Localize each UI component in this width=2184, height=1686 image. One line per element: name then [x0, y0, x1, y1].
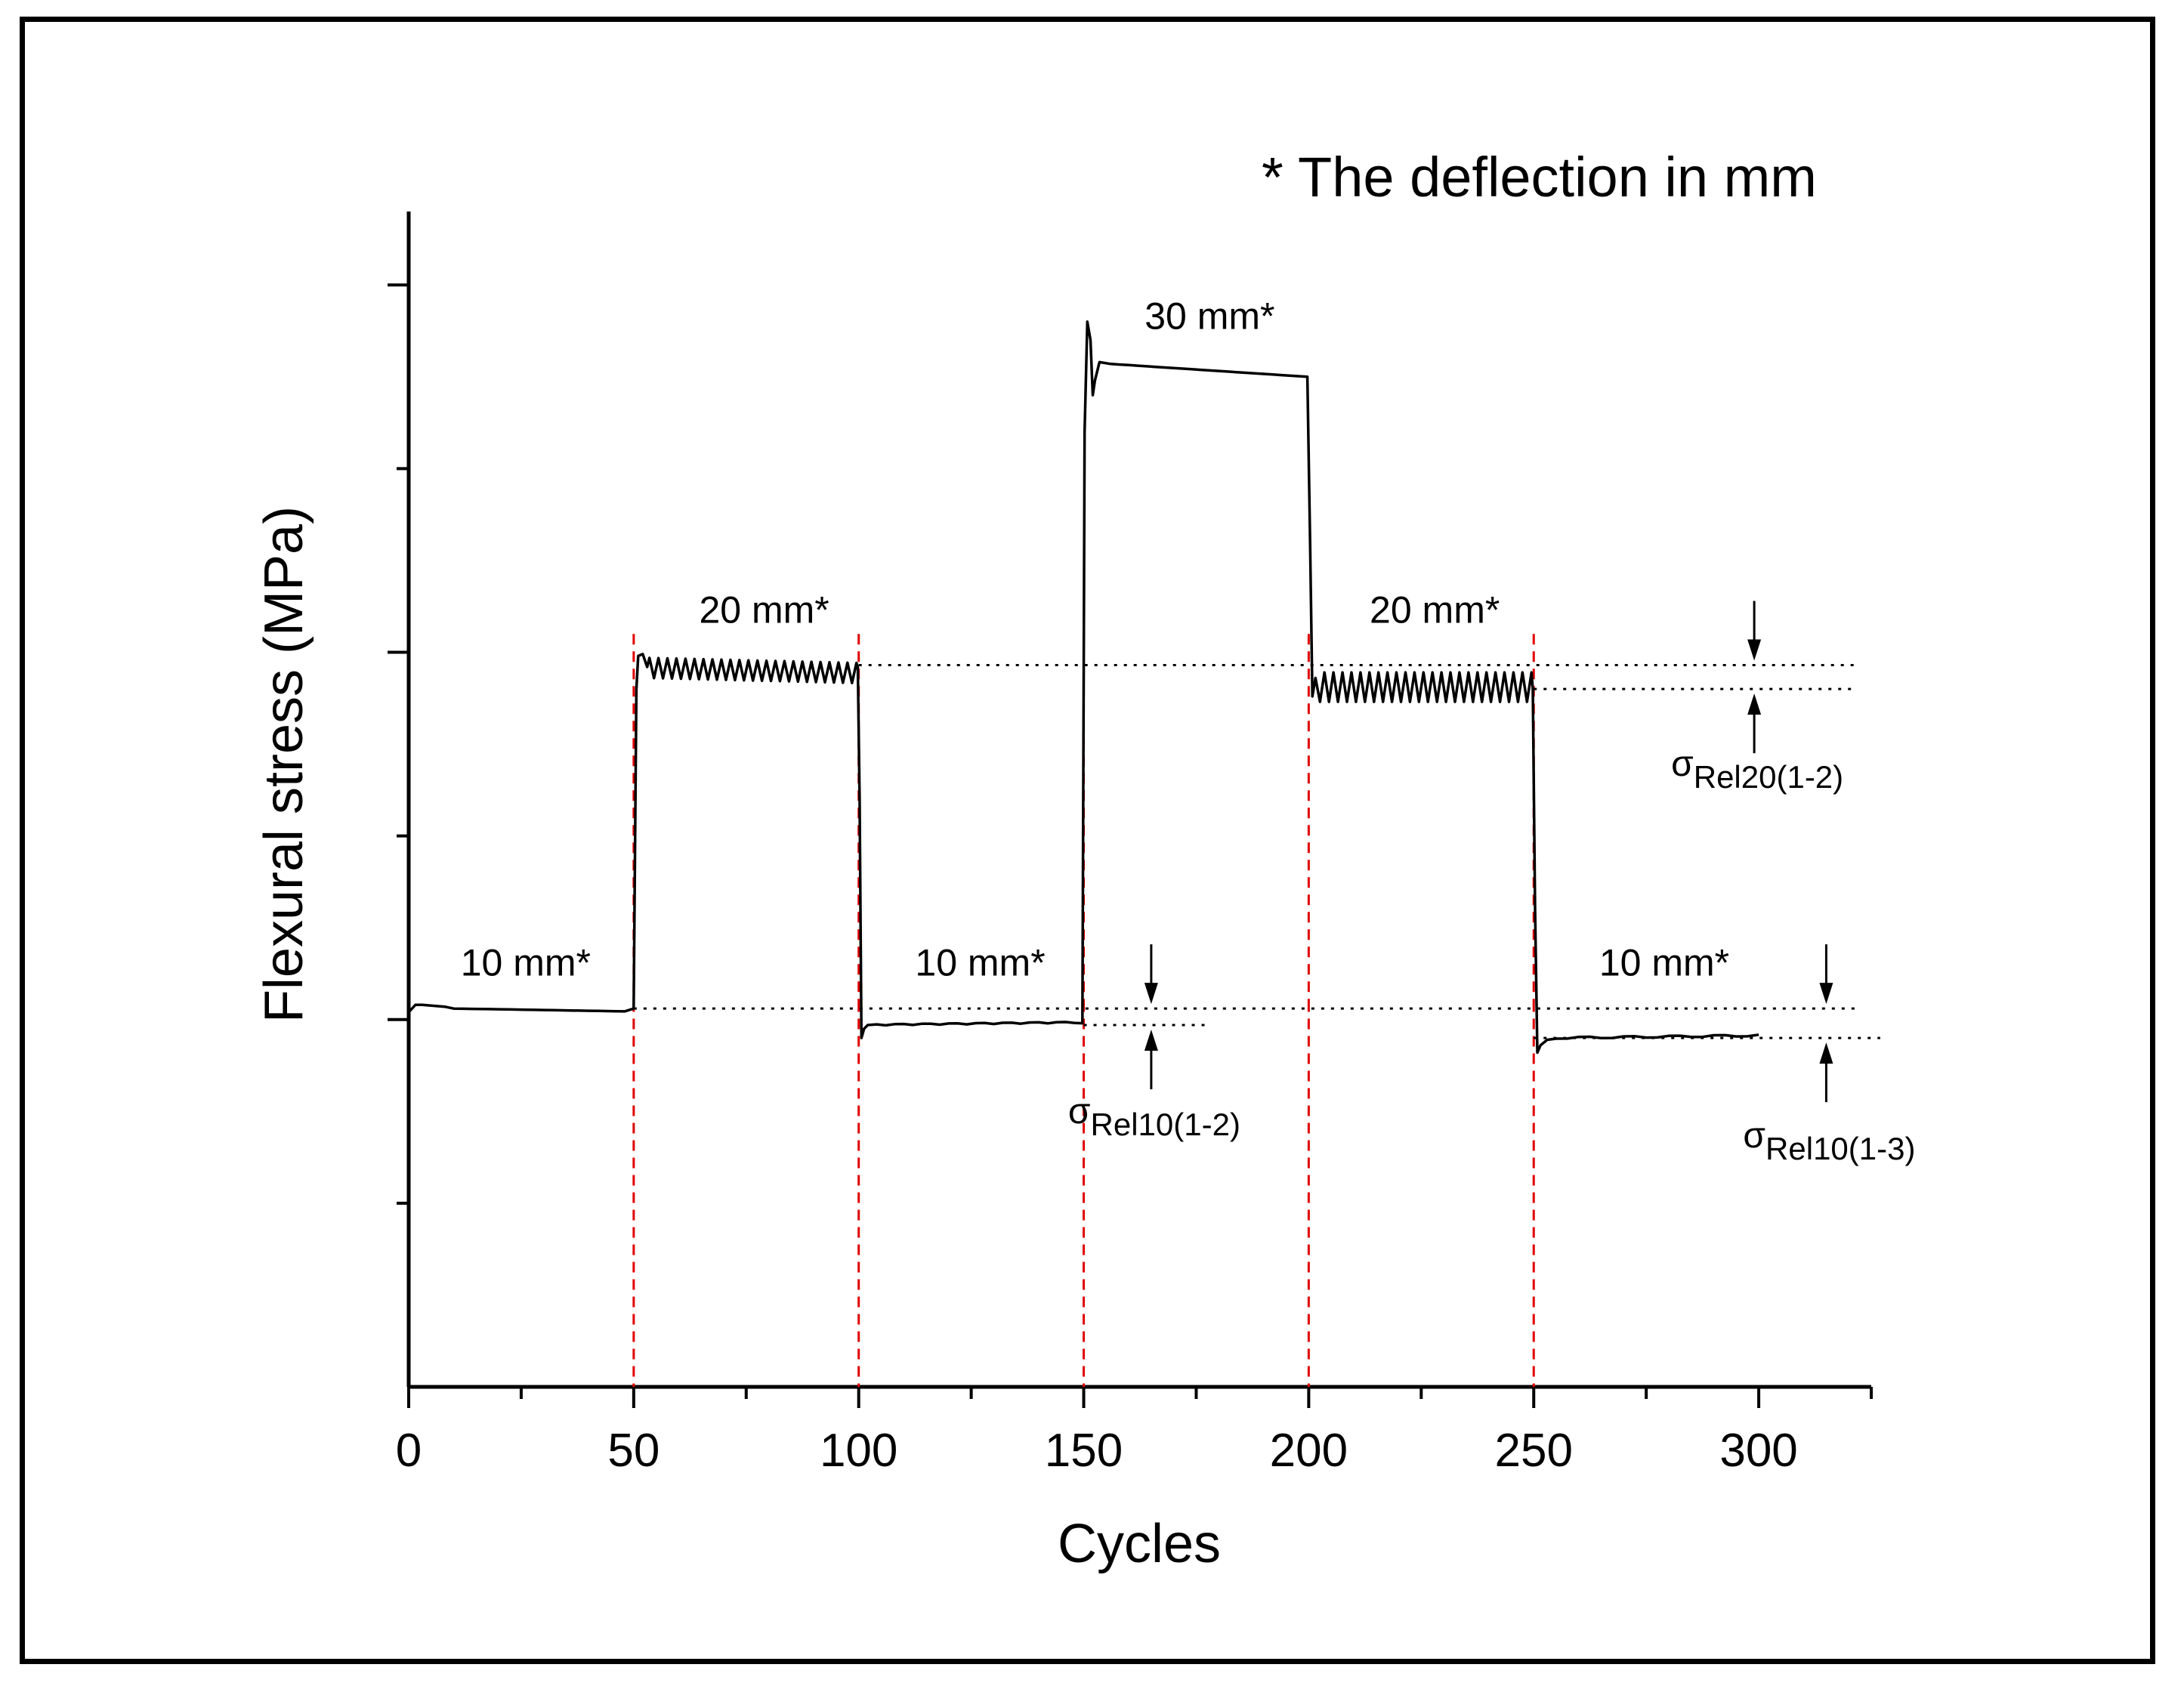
sigma-rel-label: σRel10(1-2)	[1068, 1092, 1240, 1142]
sigma-subscript: Rel20(1-2)	[1694, 759, 1843, 795]
x-tick-label: 0	[396, 1425, 422, 1477]
x-tick-label: 100	[820, 1425, 897, 1477]
up-arrow-head	[1819, 1042, 1833, 1064]
x-tick-label: 150	[1045, 1425, 1123, 1477]
sigma-symbol: σ	[1743, 1116, 1765, 1156]
sigma-rel-label: σRel20(1-2)	[1671, 744, 1843, 795]
x-axis-label: Cycles	[1058, 1514, 1221, 1574]
segment-label: 30 mm*	[1145, 295, 1274, 338]
sigma-symbol: σ	[1068, 1092, 1091, 1132]
up-arrow-head	[1144, 1030, 1158, 1051]
figure-frame	[20, 17, 2155, 1664]
sigma-rel-label: σRel10(1-3)	[1743, 1116, 1915, 1166]
stress-curve	[407, 320, 1759, 1055]
y-axis-label: Flexural stress (MPa)	[254, 506, 314, 1023]
down-arrow-head	[1144, 983, 1158, 1005]
segment-label: 10 mm*	[915, 941, 1045, 984]
segment-labels: 10 mm* 20 mm* 10 mm* 30 mm* 20 mm* 10 mm*	[461, 295, 1729, 984]
down-arrow-head	[1747, 639, 1762, 661]
relaxation-annotations: σRel20(1-2)σRel10(1-2) σRel10(1-3)	[1068, 601, 1915, 1166]
segment-label: 10 mm*	[461, 941, 591, 984]
up-arrow-head	[1747, 693, 1762, 715]
segment-label: 20 mm*	[1370, 589, 1500, 631]
x-tick-label: 200	[1270, 1425, 1348, 1477]
segment-label: 10 mm*	[1599, 941, 1729, 984]
sigma-subscript: Rel10(1-2)	[1091, 1107, 1240, 1142]
axes: 0 50 100 150 200 250 300	[388, 212, 1873, 1477]
down-arrow-head	[1819, 983, 1833, 1005]
deflection-note: * The deflection in mm	[1262, 146, 1817, 208]
sigma-subscript: Rel10(1-3)	[1765, 1131, 1915, 1166]
x-tick-label: 250	[1495, 1425, 1573, 1477]
sigma-symbol: σ	[1671, 744, 1694, 784]
x-tick-label: 50	[607, 1425, 660, 1477]
stress-series-line	[407, 320, 1759, 1055]
segment-label: 20 mm*	[699, 589, 829, 631]
x-tick-label: 300	[1719, 1425, 1797, 1477]
reference-lines	[633, 664, 1880, 1039]
